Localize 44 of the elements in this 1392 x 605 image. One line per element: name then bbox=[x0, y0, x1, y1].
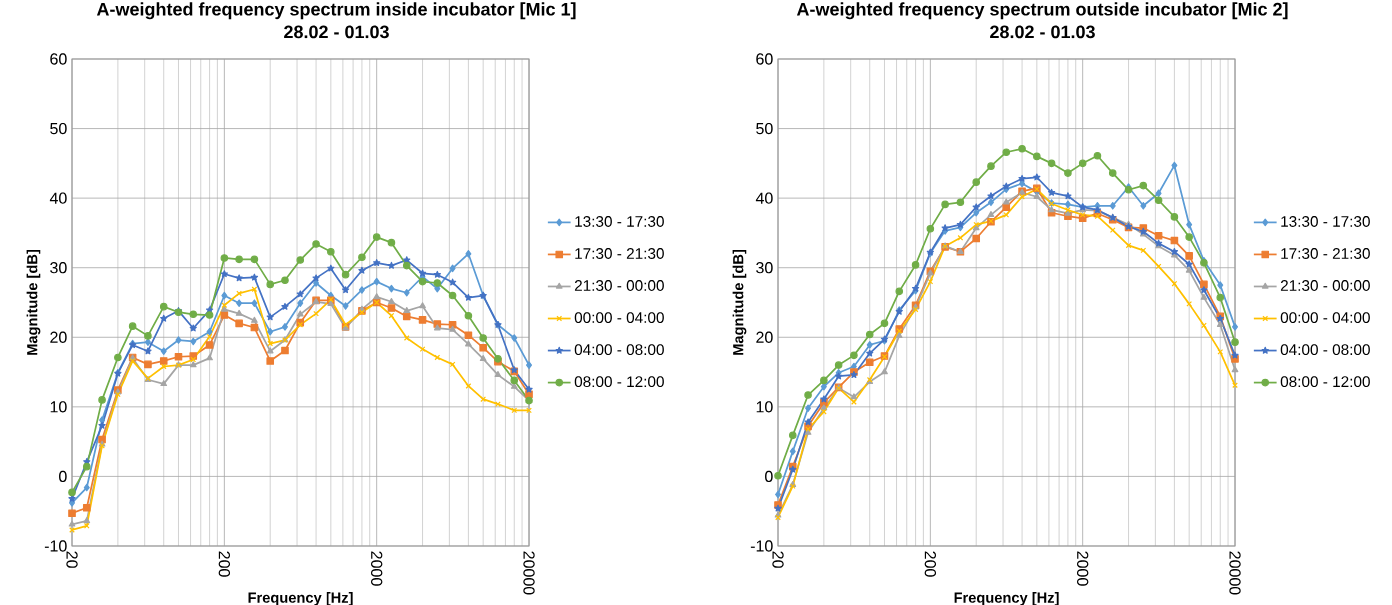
x-tick-label: 200 bbox=[218, 551, 231, 577]
legend-label: 04:00 - 08:00 bbox=[1280, 344, 1370, 356]
y-tick-label: 0 bbox=[765, 470, 773, 483]
y-tick-label: 50 bbox=[50, 122, 67, 135]
x-tick-label: 2000 bbox=[1077, 551, 1089, 586]
y-tick-label: 10 bbox=[50, 401, 67, 413]
x-tick-label: 20 bbox=[772, 551, 784, 568]
legend-label: 17:30 - 21:30 bbox=[1281, 248, 1370, 259]
y-tick-label: 50 bbox=[756, 122, 773, 135]
x-axis-title: Frequency [Hz] bbox=[954, 592, 1059, 605]
x-tick-label: 2000 bbox=[371, 551, 383, 586]
legend-label: 21:30 - 00:00 bbox=[574, 280, 664, 291]
chart-subtitle: 28.02 - 01.03 bbox=[284, 25, 389, 39]
y-tick-label: 30 bbox=[50, 262, 67, 274]
x-tick-label: 200 bbox=[924, 551, 936, 577]
y-tick-label: 60 bbox=[756, 53, 773, 65]
y-axis-title: Magnitude [dB] bbox=[732, 249, 747, 355]
legend-label: 13:30 - 17:30 bbox=[1281, 216, 1370, 227]
y-tick-label: -10 bbox=[750, 540, 773, 552]
y-tick-label: 60 bbox=[50, 53, 67, 65]
legend-label: 08:00 - 12:00 bbox=[574, 376, 664, 388]
legend-label: 17:30 - 21:30 bbox=[575, 248, 664, 259]
x-tick-label: 20000 bbox=[523, 551, 535, 595]
y-tick-label: 20 bbox=[756, 331, 773, 343]
y-tick-label: 40 bbox=[49, 192, 67, 204]
legend-label: 00:00 - 04:00 bbox=[574, 312, 664, 324]
chart-subtitle: 28.02 - 01.03 bbox=[990, 25, 1095, 39]
legend-label: 13:30 - 17:30 bbox=[575, 216, 664, 227]
y-tick-label: 10 bbox=[756, 401, 773, 413]
chart-title: A-weighted frequency spectrum inside incubator [Mic 1] bbox=[96, 2, 576, 20]
x-axis-title: Frequency [Hz] bbox=[248, 592, 353, 605]
y-axis-title: Magnitude [dB] bbox=[26, 249, 41, 355]
y-tick-label: 0 bbox=[59, 470, 67, 483]
y-tick-label: 40 bbox=[755, 192, 773, 204]
legend-label: 04:00 - 08:00 bbox=[574, 344, 664, 356]
x-tick-label: 20 bbox=[66, 551, 78, 568]
legend-label: 21:30 - 00:00 bbox=[1280, 280, 1370, 291]
y-tick-label: 30 bbox=[756, 262, 773, 274]
chart-title: A-weighted frequency spectrum outside incubator [Mic 2] bbox=[796, 2, 1288, 20]
y-tick-label: -10 bbox=[44, 540, 67, 552]
y-tick-label: 20 bbox=[50, 331, 67, 343]
x-tick-label: 20000 bbox=[1229, 551, 1241, 595]
legend-label: 00:00 - 04:00 bbox=[1280, 312, 1370, 324]
legend-label: 08:00 - 12:00 bbox=[1280, 376, 1370, 388]
